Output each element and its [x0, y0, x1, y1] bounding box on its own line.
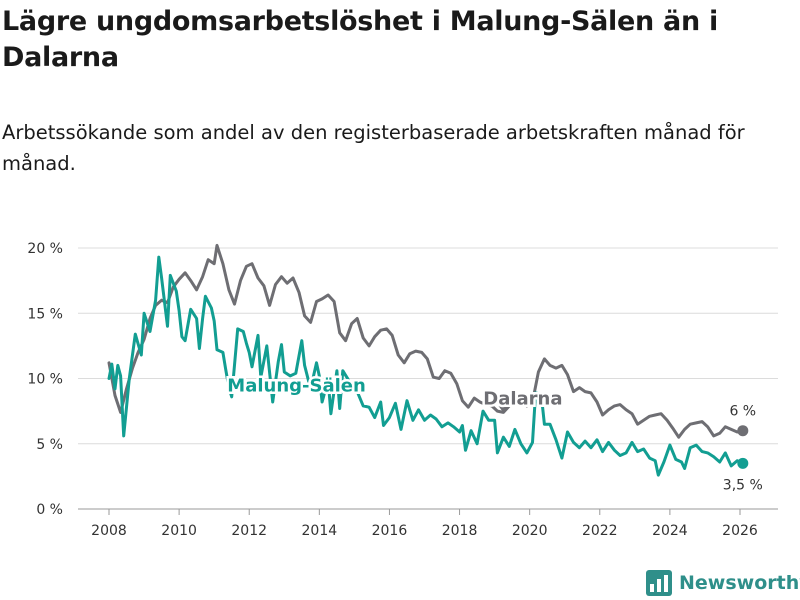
x-tick-label: 2020 — [512, 523, 548, 539]
brand-name: Newsworthy — [679, 572, 800, 594]
series-line-malung-s-len — [107, 255, 745, 477]
line-chart: 0 %5 %10 %15 %20 % 2008 2010 2012 2014 2016 2… — [27, 241, 778, 539]
x-tick-label: 2008 — [91, 523, 127, 539]
chart-title: Lägre ungdomsarbetslöshet i Malung-Sälen… — [2, 6, 718, 73]
y-axis: 0 % 5 % 10 % 15 % 20 % — [27, 241, 63, 518]
y-tick-label: 5 % — [36, 437, 63, 453]
x-tick-label: 2022 — [582, 523, 618, 539]
y-tick-label: 20 % — [27, 241, 63, 257]
y-tick-label: 15 % — [27, 306, 63, 322]
label-pointer-dalarna — [498, 405, 509, 413]
series-line-dalarna — [107, 243, 745, 439]
end-point-malung-s-len — [737, 457, 749, 469]
newsworthy-logo[interactable]: Newsworthy — [645, 568, 800, 598]
y-tick-label: 10 % — [27, 372, 63, 388]
x-tick-label: 2018 — [442, 523, 478, 539]
y-tick-label: 0 % — [36, 502, 63, 518]
x-tick-label: 2024 — [652, 523, 688, 539]
gridlines — [78, 247, 778, 510]
end-point-dalarna — [737, 425, 749, 437]
x-tick-label: 2014 — [302, 523, 338, 539]
series-lines — [107, 243, 749, 477]
x-tick-label: 2012 — [231, 523, 267, 539]
end-value-label-malung-salen: 3,5 % — [723, 477, 763, 493]
series-labels: 6 % Dalarna 3,5 % Malung-Sälen — [225, 373, 763, 493]
series-label-malung-salen: Malung-Sälen — [227, 376, 366, 397]
chart-subtitle: Arbetssökande som andel av den registerb… — [2, 121, 745, 175]
x-tick-label: 2016 — [372, 523, 408, 539]
series-label-dalarna: Dalarna — [483, 388, 562, 409]
end-value-label-dalarna: 6 % — [729, 404, 756, 420]
x-axis: 2008 2010 2012 2014 2016 2018 2020 2022 2024 2026 — [91, 509, 758, 539]
x-tick-label: 2010 — [161, 523, 197, 539]
bar-chart-icon — [646, 570, 672, 596]
x-tick-label: 2026 — [722, 523, 758, 539]
